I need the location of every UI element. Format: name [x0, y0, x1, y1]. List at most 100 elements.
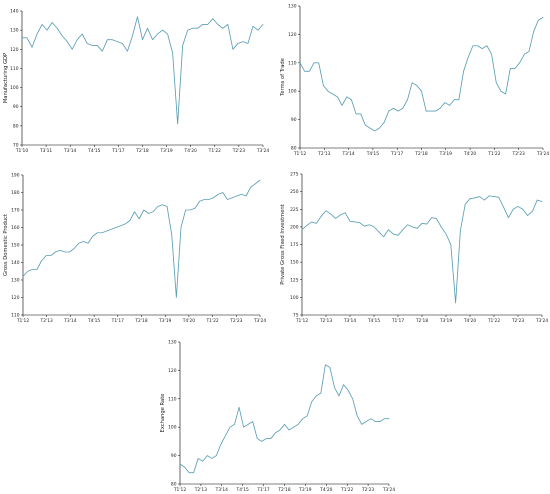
x-tick-label: T3'24	[536, 151, 549, 157]
y-tick-label: 130	[168, 340, 177, 346]
y-tick-label: 180	[11, 190, 20, 196]
y-tick-label: 80	[171, 482, 177, 488]
y-tick-label: 160	[11, 225, 20, 231]
terms-of-trade-chart-svg: 80 90 100 110 120 130 T1'12 T2'13 T3'14 T4'15 T1'1…	[275, 0, 550, 165]
x-tick-label: T4'20	[319, 487, 332, 493]
x-tick-label: T1'22	[208, 148, 221, 154]
series-line	[180, 365, 389, 473]
series-line	[23, 180, 260, 297]
x-tick-label: T1'12	[293, 151, 306, 157]
y-axis-title: Gross Domestic Product	[3, 214, 9, 276]
y-tick-label: 120	[10, 47, 19, 53]
manufacturing-gdp-chart: 70 80 90 100 110 120 130 140 T1'10 T3'11 T3'14 T4'1…	[0, 0, 275, 165]
x-tick-label: T3'19	[439, 318, 452, 324]
exchange-rate-chart: 80 90 100 110 120 130 T1'12 T2'13 T3'14 T4'15 T1'1…	[137, 332, 412, 494]
x-tick-label: T3'14	[63, 318, 76, 324]
x-tick-label: T1'22	[205, 318, 218, 324]
x-tick-label: T2'18	[415, 318, 428, 324]
x-tick-label: T3'19	[159, 148, 172, 154]
x-tick-label: T1'17	[111, 148, 124, 154]
series-line	[22, 17, 263, 124]
x-tick-label: T2'23	[361, 487, 374, 493]
x-tick-label: T3'19	[439, 151, 452, 157]
y-tick-label: 120	[11, 295, 20, 301]
y-tick-label: 110	[168, 396, 177, 402]
x-tick-label: T3'19	[158, 318, 171, 324]
x-tick-label: T2'13	[40, 318, 53, 324]
x-tick-label: T3'11	[39, 148, 52, 154]
x-tick-label: T3'14	[215, 487, 228, 493]
x-tick-label: T2'23	[229, 318, 242, 324]
x-tick-label: T4'20	[463, 151, 476, 157]
y-tick-label: 225	[290, 207, 299, 213]
y-tick-label: 100	[168, 425, 177, 431]
y-tick-label: 140	[11, 260, 20, 266]
x-tick-label: T3'24	[256, 148, 269, 154]
x-tick-label: T4'15	[87, 148, 100, 154]
x-tick-label: T2'23	[512, 151, 525, 157]
x-tick-label: T2'23	[232, 148, 245, 154]
x-tick-label: T3'19	[298, 487, 311, 493]
y-tick-label: 130	[11, 278, 20, 284]
y-tick-label: 150	[290, 260, 299, 266]
y-tick-label: 100	[290, 295, 299, 301]
y-tick-label: 110	[288, 60, 297, 66]
x-tick-label: T1'22	[340, 487, 353, 493]
x-tick-label: T3'24	[382, 487, 395, 493]
x-tick-label: T3'24	[253, 318, 266, 324]
x-tick-label: T2'13	[194, 487, 207, 493]
private-gross-fixed-investment-chart-svg: 75 100 125 150 175 200 225 250 275 T1'12 T2'13 T3'1…	[275, 165, 550, 330]
y-tick-label: 70	[13, 143, 19, 149]
y-tick-label: 75	[293, 313, 299, 319]
x-tick-label: T1'22	[487, 151, 500, 157]
manufacturing-gdp-chart-svg: 70 80 90 100 110 120 130 140 T1'10 T3'11 T3'14 T4'1…	[0, 0, 275, 165]
x-tick-label: T3'14	[341, 151, 354, 157]
x-tick-label: T3'14	[343, 318, 356, 324]
exchange-rate-chart-svg: 80 90 100 110 120 130 T1'12 T2'13 T3'14 T4'15 T1'1…	[137, 332, 412, 494]
y-axis-title: Manufacturing GDP	[3, 53, 9, 103]
y-tick-label: 120	[168, 368, 177, 374]
y-tick-label: 130	[288, 4, 297, 10]
x-tick-label: T2'18	[277, 487, 290, 493]
y-tick-label: 90	[291, 117, 297, 123]
y-axis-title: Private Gross Fixed Investment	[280, 204, 286, 284]
y-tick-label: 275	[290, 172, 299, 178]
y-tick-label: 140	[10, 9, 19, 15]
x-tick-label: T2'18	[135, 148, 148, 154]
y-tick-label: 125	[290, 277, 299, 283]
y-axis-title: Exchange Rate	[160, 394, 166, 433]
y-tick-label: 175	[290, 242, 299, 248]
x-tick-label: T2'13	[317, 151, 330, 157]
series-line	[300, 17, 543, 131]
x-tick-label: T2'23	[511, 318, 524, 324]
y-tick-label: 170	[11, 208, 20, 214]
y-tick-label: 100	[288, 89, 297, 95]
x-tick-label: T1'17	[391, 318, 404, 324]
series-line	[302, 196, 542, 303]
x-tick-label: T1'10	[15, 148, 28, 154]
x-tick-label: T4'15	[236, 487, 249, 493]
private-gross-fixed-investment-chart: 75 100 125 150 175 200 225 250 275 T1'12 T2'13 T3'1…	[275, 165, 550, 330]
y-tick-label: 130	[10, 28, 19, 34]
y-tick-label: 100	[10, 85, 19, 91]
x-tick-label: T4'20	[463, 318, 476, 324]
gross-domestic-product-chart: 110 120 130 140 150 160 170 180 190 T1'12 T2'13 T3'…	[0, 165, 275, 330]
y-tick-label: 80	[13, 123, 19, 129]
x-tick-label: T2'13	[319, 318, 332, 324]
gross-domestic-product-chart-svg: 110 120 130 140 150 160 170 180 190 T1'12 T2'13 T3'…	[0, 165, 275, 330]
x-tick-label: T3'24	[535, 318, 548, 324]
y-tick-label: 110	[11, 313, 20, 319]
y-tick-label: 250	[290, 189, 299, 195]
y-tick-label: 200	[290, 224, 299, 230]
x-tick-label: T1'17	[390, 151, 403, 157]
x-tick-label: T4'20	[182, 318, 195, 324]
y-tick-label: 150	[11, 243, 20, 249]
y-tick-label: 80	[291, 146, 297, 152]
y-tick-label: 90	[13, 104, 19, 110]
y-tick-label: 190	[11, 173, 20, 179]
x-tick-label: T4'15	[367, 318, 380, 324]
x-tick-label: T4'15	[87, 318, 100, 324]
x-tick-label: T2'18	[134, 318, 147, 324]
x-tick-label: T4'15	[366, 151, 379, 157]
terms-of-trade-chart: 80 90 100 110 120 130 T1'12 T2'13 T3'14 T4'15 T1'1…	[275, 0, 550, 165]
